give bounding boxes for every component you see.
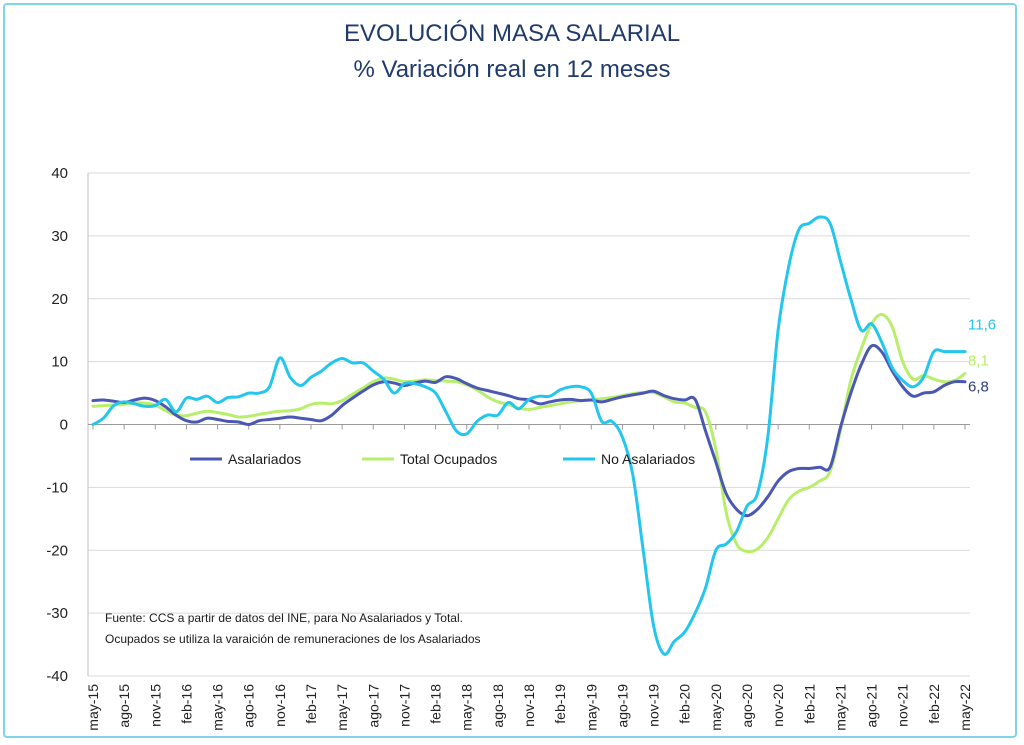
end-label-total-ocupados: 8,1: [968, 353, 989, 370]
x-tick-label: may-15: [85, 684, 101, 731]
chart-frame: [3, 3, 1017, 738]
series-lines: [91, 215, 967, 656]
legend: Asalariados Total Ocupados No Asalariado…: [190, 451, 695, 467]
x-tick-label: feb-21: [801, 684, 817, 724]
x-tick-label: nov-15: [147, 684, 163, 727]
x-tick-label: nov-19: [646, 684, 662, 727]
x-tick-label: feb-17: [303, 684, 319, 724]
footnote-line-1: Fuente: CCS a partir de datos del INE, p…: [105, 611, 463, 625]
series-line-total-ocupados: [91, 312, 967, 554]
x-tick-label: feb-18: [428, 684, 444, 724]
x-tick-label: ago-21: [864, 684, 880, 728]
end-labels: 11,6 8,1 6,8: [968, 317, 996, 396]
chart-title: EVOLUCIÓN MASA SALARIAL: [343, 20, 681, 47]
x-tick-label: may-21: [832, 684, 848, 731]
legend-label-asalariados: Asalariados: [228, 451, 301, 467]
x-tick-label: may-20: [708, 684, 724, 731]
x-tick-label: feb-19: [552, 684, 568, 724]
x-tick-label: ago-18: [490, 684, 506, 728]
x-tick-label: feb-16: [178, 684, 194, 724]
y-tick-label: 20: [51, 291, 68, 308]
y-tick-label: 30: [51, 228, 68, 245]
x-tick-label: ago-20: [739, 684, 755, 728]
end-label-asalariados: 6,8: [968, 379, 989, 396]
y-tick-label: -40: [46, 668, 68, 685]
x-axis: may-15 ago-15 nov-15 feb-16 may-16 ago-16 nov-…: [85, 424, 973, 731]
chart-subtitle: % Variación real en 12 meses: [353, 56, 671, 83]
x-tick-label: nov-20: [770, 684, 786, 727]
y-tick-label: 0: [60, 417, 68, 434]
series-line-asalariados: [91, 343, 967, 518]
x-tick-label: may-22: [957, 684, 973, 731]
y-axis: 40 30 20 10 0 -10 -20 -30 -40: [46, 165, 68, 685]
y-tick-label: -10: [46, 479, 68, 496]
x-tick-label: nov-21: [895, 684, 911, 727]
footnote-line-2: Ocupados se utiliza la varaición de remu…: [105, 632, 481, 646]
x-tick-label: may-18: [459, 684, 475, 731]
legend-label-no-asalariados: No Asalariados: [601, 451, 695, 467]
y-tick-label: 10: [51, 354, 68, 371]
grid-lines: [87, 172, 970, 677]
x-tick-label: ago-15: [116, 684, 132, 728]
x-tick-label: nov-17: [396, 684, 412, 727]
x-tick-label: nov-18: [521, 684, 537, 727]
x-tick-label: may-17: [334, 684, 350, 731]
x-tick-label: ago-16: [241, 684, 257, 728]
x-tick-label: may-16: [210, 684, 226, 731]
x-tick-label: ago-19: [614, 684, 630, 728]
y-tick-label: -20: [46, 542, 68, 559]
x-tick-label: nov-16: [272, 684, 288, 727]
legend-label-total-ocupados: Total Ocupados: [400, 451, 497, 467]
x-tick-label: may-19: [583, 684, 599, 731]
y-tick-label: -30: [46, 605, 68, 622]
end-label-no-asalariados: 11,6: [968, 317, 996, 334]
x-tick-label: feb-20: [677, 684, 693, 724]
y-tick-label: 40: [51, 165, 68, 182]
x-tick-label: feb-22: [926, 684, 942, 724]
x-tick-label: ago-17: [365, 684, 381, 728]
series-line-no-asalariados: [91, 215, 967, 656]
